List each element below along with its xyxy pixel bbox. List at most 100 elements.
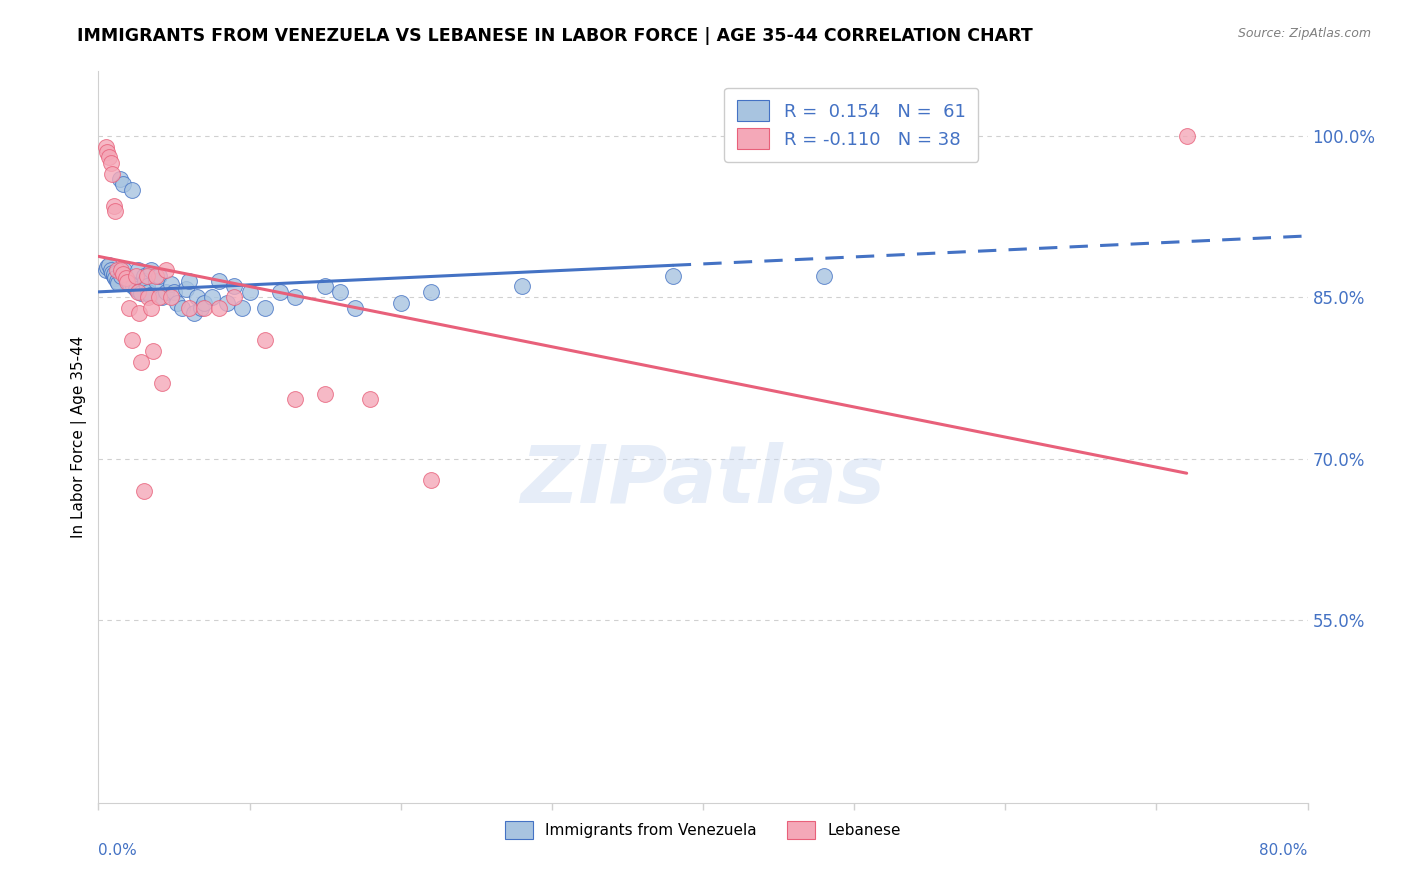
Point [239, 285, 262, 299]
Point [128, 306, 150, 320]
Point [121, 183, 143, 197]
Point [127, 285, 149, 299]
Point [101, 167, 124, 181]
Point [94, 139, 117, 153]
Point [141, 263, 163, 277]
Point [135, 268, 157, 283]
Point [128, 284, 150, 298]
Point [122, 279, 145, 293]
Point [111, 178, 134, 192]
Point [389, 295, 412, 310]
Point [155, 285, 177, 299]
Point [132, 268, 155, 283]
Point [103, 199, 125, 213]
Point [179, 274, 201, 288]
Point [98, 258, 121, 272]
Legend: Immigrants from Venezuela, Lebanese: Immigrants from Venezuela, Lebanese [498, 814, 908, 847]
Point [103, 268, 125, 283]
Point [141, 301, 163, 315]
Point [142, 344, 165, 359]
Point [136, 285, 159, 299]
Point [813, 268, 835, 283]
Point [121, 333, 143, 347]
Point [179, 301, 201, 315]
Point [661, 268, 683, 283]
Point [150, 376, 173, 391]
Point [125, 268, 148, 283]
Point [105, 274, 128, 288]
Point [183, 306, 205, 320]
Text: 0.0%: 0.0% [98, 843, 138, 858]
Point [98, 150, 121, 164]
Point [329, 285, 352, 299]
Point [344, 301, 367, 315]
Point [284, 392, 307, 407]
Point [150, 290, 173, 304]
Point [314, 387, 336, 401]
Point [129, 285, 152, 300]
Point [103, 267, 125, 281]
Point [118, 275, 141, 289]
Point [145, 274, 167, 288]
Point [193, 301, 215, 315]
Point [420, 285, 443, 299]
Point [94, 263, 117, 277]
Point [155, 263, 177, 277]
Point [136, 290, 159, 304]
Point [105, 263, 128, 277]
Y-axis label: In Labor Force | Age 35-44: In Labor Force | Age 35-44 [72, 336, 87, 538]
Point [231, 301, 253, 315]
Point [208, 301, 231, 315]
Point [1175, 128, 1198, 143]
Text: 80.0%: 80.0% [1260, 843, 1308, 858]
Point [100, 156, 122, 170]
Point [215, 295, 238, 310]
Point [129, 355, 152, 369]
Point [96, 145, 118, 159]
Point [108, 172, 131, 186]
Point [174, 282, 197, 296]
Point [134, 274, 156, 288]
Point [160, 277, 183, 292]
Point [166, 295, 188, 310]
Point [160, 290, 183, 304]
Point [118, 301, 141, 315]
Text: ZIPatlas: ZIPatlas [520, 442, 886, 520]
Point [170, 301, 193, 315]
Point [96, 260, 118, 274]
Point [135, 279, 157, 293]
Point [360, 392, 382, 407]
Point [145, 268, 167, 283]
Point [224, 290, 246, 304]
Point [104, 271, 127, 285]
Point [186, 290, 208, 304]
Point [104, 204, 127, 219]
Point [148, 290, 170, 304]
Point [190, 301, 212, 315]
Point [132, 483, 155, 498]
Point [284, 290, 307, 304]
Point [101, 266, 124, 280]
Point [208, 274, 231, 288]
Point [112, 263, 135, 277]
Text: Source: ZipAtlas.com: Source: ZipAtlas.com [1237, 27, 1371, 40]
Point [420, 473, 443, 487]
Point [110, 268, 132, 283]
Point [139, 288, 162, 302]
Point [253, 333, 276, 347]
Point [127, 263, 149, 277]
Point [125, 282, 148, 296]
Point [510, 279, 533, 293]
Point [269, 285, 291, 299]
Point [120, 277, 142, 292]
Point [107, 277, 129, 291]
Point [115, 275, 138, 289]
Point [115, 273, 138, 287]
Point [114, 271, 136, 285]
Point [201, 290, 224, 304]
Point [110, 263, 132, 277]
Point [114, 271, 136, 285]
Text: IMMIGRANTS FROM VENEZUELA VS LEBANESE IN LABOR FORCE | AGE 35-44 CORRELATION CHA: IMMIGRANTS FROM VENEZUELA VS LEBANESE IN… [77, 27, 1033, 45]
Point [100, 263, 122, 277]
Point [163, 285, 186, 299]
